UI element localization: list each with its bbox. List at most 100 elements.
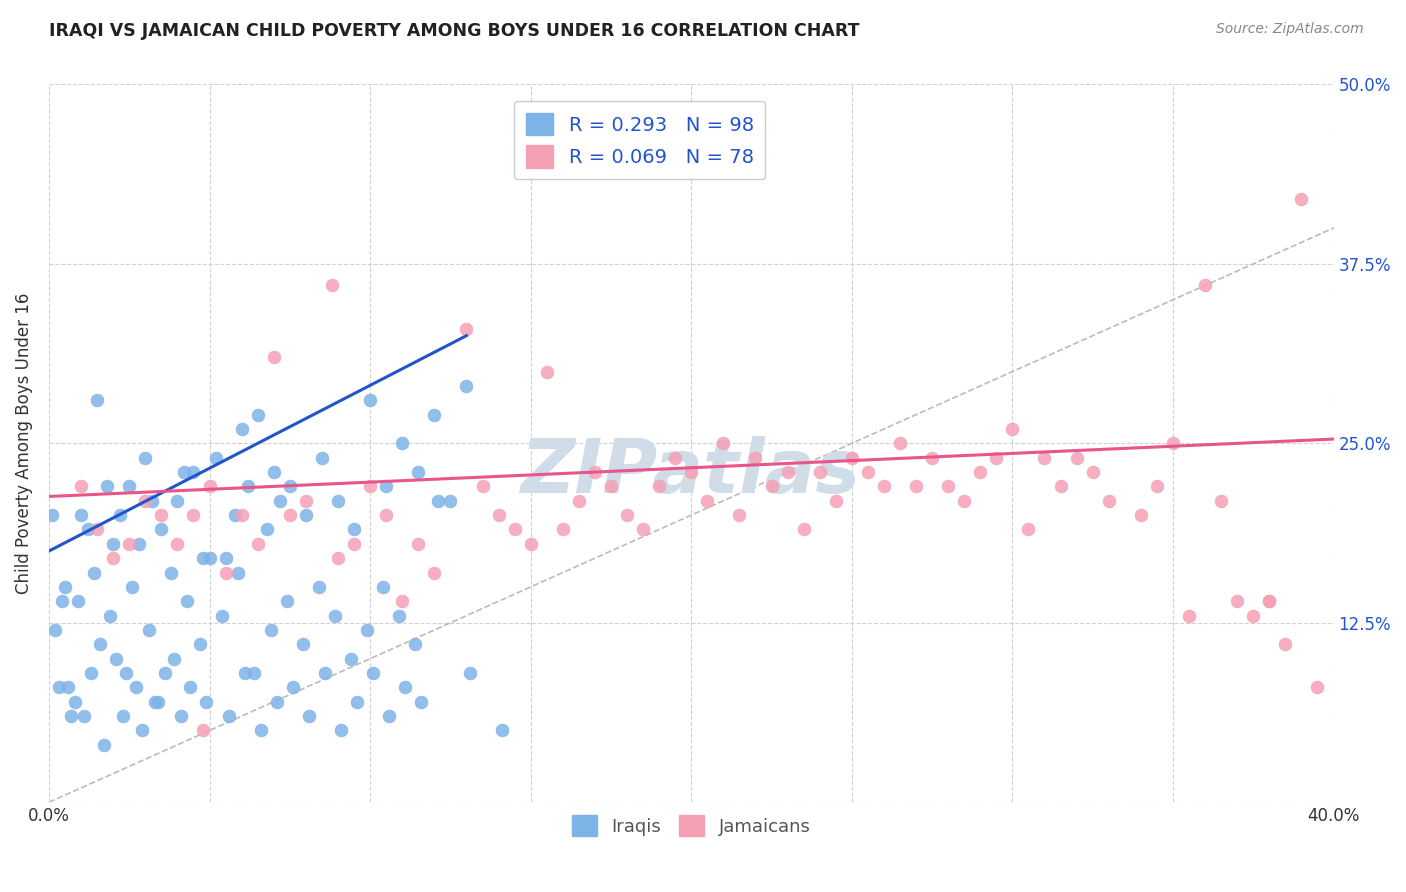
Point bbox=[58, 681, 80, 695]
Point bbox=[115, 666, 138, 681]
Point bbox=[359, 393, 381, 408]
Point bbox=[160, 566, 183, 580]
Point bbox=[363, 666, 385, 681]
Text: IRAQI VS JAMAICAN CHILD POVERTY AMONG BOYS UNDER 16 CORRELATION CHART: IRAQI VS JAMAICAN CHILD POVERTY AMONG BO… bbox=[49, 22, 859, 40]
Point bbox=[103, 551, 125, 566]
Point bbox=[141, 493, 163, 508]
Point bbox=[391, 594, 413, 608]
Point bbox=[298, 709, 321, 723]
Point bbox=[198, 551, 221, 566]
Point bbox=[131, 723, 153, 738]
Point bbox=[188, 637, 211, 651]
Point bbox=[269, 493, 291, 508]
Point bbox=[551, 523, 574, 537]
Text: Source: ZipAtlas.com: Source: ZipAtlas.com bbox=[1216, 22, 1364, 37]
Point bbox=[326, 551, 349, 566]
Point bbox=[936, 479, 959, 493]
Point bbox=[256, 523, 278, 537]
Point bbox=[986, 450, 1008, 465]
Point bbox=[711, 436, 734, 450]
Point bbox=[73, 709, 96, 723]
Point bbox=[98, 608, 121, 623]
Point bbox=[793, 523, 815, 537]
Point bbox=[191, 723, 214, 738]
Point bbox=[231, 422, 253, 436]
Point bbox=[121, 580, 143, 594]
Point bbox=[163, 651, 186, 665]
Point bbox=[53, 580, 76, 594]
Point bbox=[1274, 637, 1296, 651]
Point bbox=[89, 637, 111, 651]
Point bbox=[1098, 493, 1121, 508]
Y-axis label: Child Poverty Among Boys Under 16: Child Poverty Among Boys Under 16 bbox=[15, 293, 32, 594]
Point bbox=[295, 493, 318, 508]
Point bbox=[70, 508, 93, 523]
Point bbox=[343, 523, 366, 537]
Point bbox=[51, 594, 73, 608]
Point bbox=[60, 709, 83, 723]
Point bbox=[1226, 594, 1249, 608]
Point bbox=[921, 450, 943, 465]
Point bbox=[391, 436, 413, 450]
Point bbox=[616, 508, 638, 523]
Point bbox=[124, 681, 146, 695]
Point bbox=[346, 695, 368, 709]
Point bbox=[458, 666, 481, 681]
Point bbox=[1178, 608, 1201, 623]
Point bbox=[378, 709, 401, 723]
Point bbox=[205, 450, 228, 465]
Point bbox=[86, 393, 108, 408]
Point bbox=[583, 465, 606, 479]
Point bbox=[491, 723, 513, 738]
Point bbox=[214, 566, 236, 580]
Point bbox=[343, 537, 366, 551]
Point bbox=[41, 508, 63, 523]
Point bbox=[83, 566, 105, 580]
Point bbox=[1194, 278, 1216, 293]
Point bbox=[195, 695, 218, 709]
Point bbox=[96, 479, 118, 493]
Point bbox=[228, 566, 250, 580]
Point bbox=[1241, 608, 1264, 623]
Point bbox=[439, 493, 461, 508]
Point bbox=[426, 493, 449, 508]
Point bbox=[371, 580, 394, 594]
Point bbox=[236, 479, 259, 493]
Point bbox=[1001, 422, 1024, 436]
Point bbox=[281, 681, 304, 695]
Point bbox=[166, 537, 188, 551]
Point bbox=[728, 508, 751, 523]
Point bbox=[278, 508, 301, 523]
Point bbox=[423, 408, 446, 422]
Point bbox=[1081, 465, 1104, 479]
Point bbox=[648, 479, 671, 493]
Point bbox=[456, 379, 478, 393]
Point bbox=[568, 493, 591, 508]
Point bbox=[1017, 523, 1039, 537]
Point bbox=[471, 479, 494, 493]
Point bbox=[1161, 436, 1184, 450]
Point bbox=[224, 508, 246, 523]
Point bbox=[76, 523, 98, 537]
Point bbox=[211, 608, 233, 623]
Point bbox=[308, 580, 330, 594]
Point bbox=[394, 681, 416, 695]
Point bbox=[356, 623, 378, 637]
Point bbox=[243, 666, 266, 681]
Legend: Iraqis, Jamaicans: Iraqis, Jamaicans bbox=[564, 808, 818, 844]
Point bbox=[103, 537, 125, 551]
Point bbox=[1146, 479, 1168, 493]
Point bbox=[63, 695, 86, 709]
Point bbox=[143, 695, 166, 709]
Point bbox=[166, 493, 188, 508]
Point bbox=[93, 738, 115, 752]
Point bbox=[330, 723, 353, 738]
Point bbox=[86, 523, 108, 537]
Point bbox=[214, 551, 236, 566]
Point bbox=[218, 709, 240, 723]
Point bbox=[246, 537, 269, 551]
Point bbox=[761, 479, 783, 493]
Point bbox=[70, 479, 93, 493]
Point bbox=[375, 479, 398, 493]
Text: ZIPatlas: ZIPatlas bbox=[522, 435, 862, 508]
